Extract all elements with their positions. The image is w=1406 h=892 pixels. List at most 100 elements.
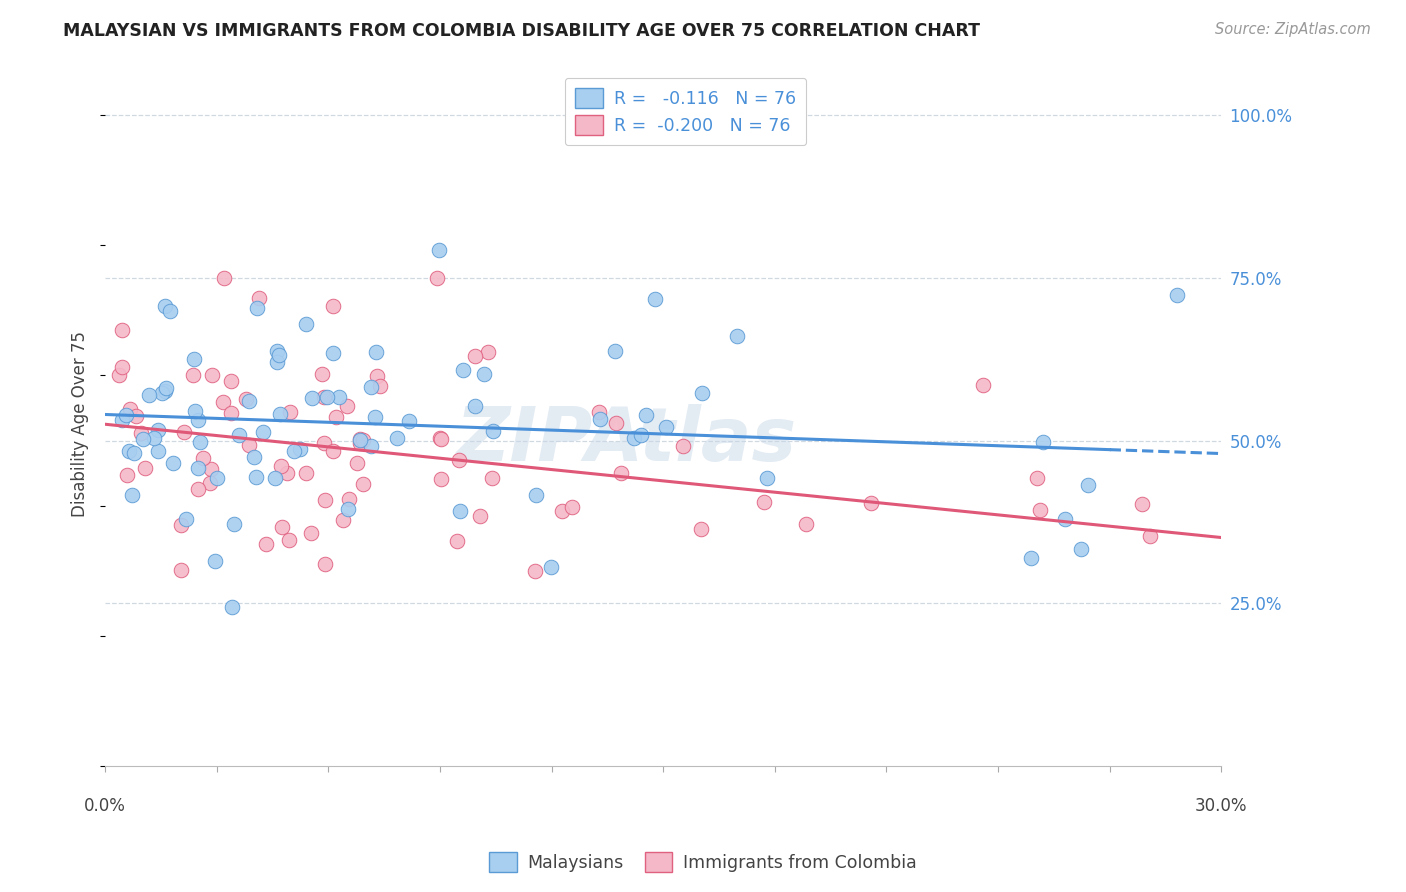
Point: [146, 423, 169, 437]
Point: [481, 424, 503, 438]
Point: [472, 367, 495, 381]
Point: [271, 520, 294, 534]
Point: [1166, 288, 1188, 302]
Point: [111, 413, 134, 427]
Point: [159, 304, 181, 318]
Point: [605, 343, 627, 358]
Point: [430, 473, 453, 487]
Point: [131, 425, 153, 440]
Point: [283, 444, 305, 458]
Point: [114, 408, 136, 422]
Point: [352, 433, 374, 447]
Point: [725, 329, 748, 343]
Text: 0.0%: 0.0%: [84, 797, 127, 814]
Point: [972, 377, 994, 392]
Point: [235, 392, 257, 406]
Point: [118, 444, 141, 458]
Point: [170, 563, 193, 577]
Point: [314, 492, 336, 507]
Point: [561, 500, 583, 515]
Point: [322, 443, 344, 458]
Point: [122, 446, 145, 460]
Point: [644, 292, 666, 306]
Point: [370, 379, 392, 393]
Point: [755, 471, 778, 485]
Point: [523, 564, 546, 578]
Point: [181, 368, 204, 383]
Point: [655, 420, 678, 434]
Point: [121, 488, 143, 502]
Point: [636, 408, 658, 422]
Point: [464, 399, 486, 413]
Point: [200, 461, 222, 475]
Point: [589, 412, 612, 426]
Point: [366, 345, 388, 359]
Point: [269, 408, 291, 422]
Point: [470, 508, 492, 523]
Point: [150, 386, 173, 401]
Point: [352, 477, 374, 491]
Point: [162, 456, 184, 470]
Point: [794, 517, 817, 532]
Point: [266, 343, 288, 358]
Point: [252, 425, 274, 439]
Point: [254, 537, 277, 551]
Point: [188, 435, 211, 450]
Point: [314, 436, 336, 450]
Point: [332, 513, 354, 527]
Point: [360, 380, 382, 394]
Point: [288, 442, 311, 457]
Point: [1139, 529, 1161, 543]
Point: [295, 466, 318, 480]
Point: [311, 367, 333, 381]
Point: [337, 491, 360, 506]
Point: [221, 406, 243, 420]
Point: [170, 517, 193, 532]
Point: [221, 599, 243, 614]
Point: [1070, 541, 1092, 556]
Point: [540, 560, 562, 574]
Point: [299, 526, 322, 541]
Point: [859, 496, 882, 510]
Point: [447, 453, 470, 467]
Point: [449, 503, 471, 517]
Point: [481, 470, 503, 484]
Point: [1077, 478, 1099, 492]
Point: [610, 466, 633, 480]
Point: [551, 504, 574, 518]
Point: [1032, 435, 1054, 450]
Point: [524, 488, 547, 502]
Point: [325, 409, 347, 424]
Point: [205, 471, 228, 485]
Point: [243, 450, 266, 464]
Point: [146, 443, 169, 458]
Point: [295, 318, 318, 332]
Point: [224, 516, 246, 531]
Point: [752, 495, 775, 509]
Point: [138, 388, 160, 402]
Legend: R =   -0.116   N = 76, R =  -0.200   N = 76: R = -0.116 N = 76, R = -0.200 N = 76: [565, 78, 806, 145]
Point: [328, 390, 350, 404]
Point: [477, 345, 499, 359]
Point: [588, 405, 610, 419]
Point: [398, 414, 420, 428]
Point: [238, 438, 260, 452]
Point: [134, 461, 156, 475]
Point: [266, 355, 288, 369]
Point: [204, 554, 226, 568]
Point: [337, 501, 360, 516]
Point: [280, 405, 302, 419]
Point: [124, 409, 146, 424]
Y-axis label: Disability Age Over 75: Disability Age Over 75: [72, 331, 89, 517]
Point: [155, 381, 177, 395]
Legend: Malaysians, Immigrants from Colombia: Malaysians, Immigrants from Colombia: [482, 845, 924, 879]
Text: ZIPAtlas: ZIPAtlas: [456, 404, 797, 477]
Point: [430, 432, 453, 446]
Point: [366, 368, 388, 383]
Point: [264, 471, 287, 485]
Point: [131, 432, 153, 446]
Point: [315, 390, 337, 404]
Point: [201, 368, 224, 382]
Point: [142, 431, 165, 445]
Point: [228, 428, 250, 442]
